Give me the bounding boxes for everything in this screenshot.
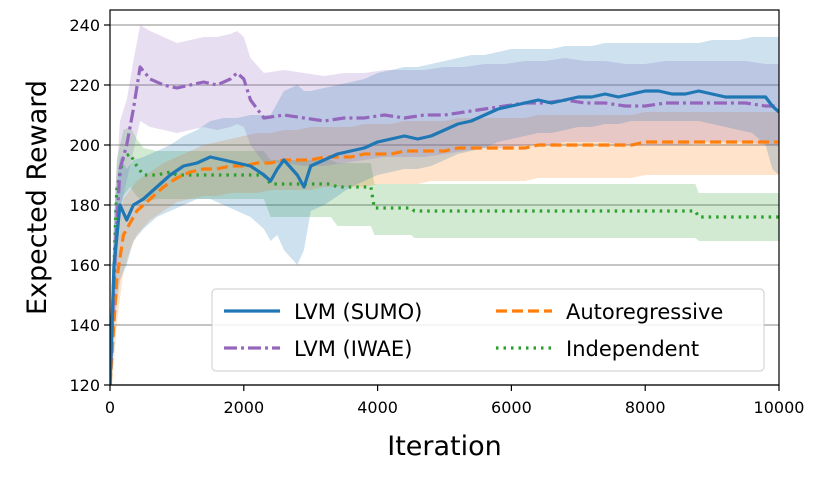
y-axis-title: Expected Reward [22, 80, 53, 315]
legend-box [211, 288, 765, 372]
legend-label: Independent [566, 337, 699, 361]
x-tick-label: 10000 [754, 398, 805, 417]
y-tick-label: 220 [69, 76, 100, 95]
band-1 [110, 25, 779, 385]
y-axis-ticks: 120 140 160 180 200 220 240 [69, 16, 110, 395]
series-line-2 [110, 140, 779, 385]
x-axis-ticks: 0 2000 4000 6000 8000 10000 [105, 385, 805, 417]
plot-frame [109, 9, 780, 386]
x-tick-label: 8000 [625, 398, 666, 417]
series-line-1 [110, 65, 779, 385]
x-tick-label: 6000 [491, 398, 532, 417]
series-line-0 [110, 89, 779, 385]
legend-label: Autoregressive [566, 300, 723, 324]
legend: LVM (SUMO) LVM (IWAE) Autoregressive Indepe… [211, 288, 765, 372]
confidence-bands [110, 25, 779, 385]
band-2 [110, 112, 779, 385]
y-tick-label: 120 [69, 376, 100, 395]
y-tick-label: 180 [69, 196, 100, 215]
x-axis-title: Iteration [387, 431, 502, 462]
legend-label: LVM (SUMO) [294, 300, 422, 324]
y-tick-label: 140 [69, 316, 100, 335]
band-3 [110, 127, 779, 385]
x-tick-label: 4000 [357, 398, 398, 417]
y-tick-label: 240 [69, 16, 100, 35]
band-0 [110, 37, 779, 385]
x-tick-label: 2000 [223, 398, 264, 417]
x-tick-label: 0 [105, 398, 115, 417]
series-lines [110, 65, 779, 385]
y-tick-label: 160 [69, 256, 100, 275]
legend-label: LVM (IWAE) [294, 337, 412, 361]
y-tick-label: 200 [69, 136, 100, 155]
